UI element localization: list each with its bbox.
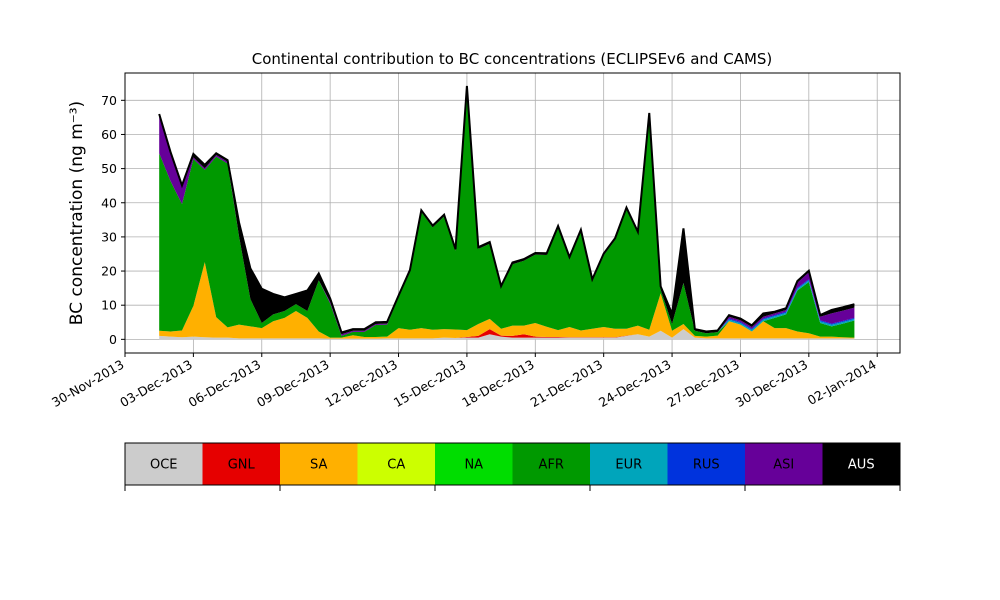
x-tick-label: 24-Dec-2013 [596,357,674,410]
legend-label-ca: CA [387,458,405,473]
legend-swatch-aus [822,443,900,485]
legend-label-eur: EUR [615,458,642,473]
chart-title: Continental contribution to BC concentra… [252,50,773,68]
legend-label-rus: RUS [693,458,720,473]
area-sa [159,262,855,339]
legend-label-afr: AFR [539,458,564,473]
area-gnl [159,329,855,339]
area-afr [159,87,855,338]
x-tick-label: 30-Dec-2013 [733,357,811,410]
legend-label-sa: SA [310,458,327,473]
y-axis-label: BC concentration (ng m⁻³) [67,101,87,325]
legend-swatch-eur [590,443,668,485]
y-tick-label: 40 [101,195,117,210]
legend-swatch-asi [745,443,823,485]
y-axis: 0 10 20 30 40 50 60 70 [101,93,125,347]
y-tick-label: 0 [109,332,117,347]
legend-label-na: NA [464,458,483,473]
legend-frame [124,442,901,486]
x-tick-label: 12-Dec-2013 [322,357,400,410]
legend-label-aus: AUS [848,458,875,473]
x-tick-label: 09-Dec-2013 [254,357,332,410]
legend-swatch-sa [280,443,358,485]
area-oce [159,329,855,340]
x-axis: 30-Nov-201303-Dec-201306-Dec-201309-Dec-… [49,353,879,410]
y-tick-label: 60 [101,127,117,142]
legend-swatch-oce [125,443,203,485]
legend-swatch-na [435,443,513,485]
x-tick-label: 30-Nov-2013 [49,357,126,410]
x-tick-label: 18-Dec-2013 [459,357,537,410]
legend-swatch-gnl [202,443,280,485]
legend-label-gnl: GNL [228,458,256,473]
legend-label-asi: ASI [773,458,794,473]
y-tick-label: 20 [101,264,117,279]
x-tick-label: 02-Jan-2014 [805,357,879,408]
stacked-areas [159,85,855,340]
area-aus [159,85,855,335]
color-legend: OCE GNL SA CA NA AFR EUR RUS ASI AUS [124,442,901,491]
legend-swatch-afr [512,443,590,485]
total-line [158,85,855,334]
plot-frame [124,72,901,354]
legend-swatch-ca [357,443,435,485]
x-tick-label: 06-Dec-2013 [186,357,264,410]
x-tick-label: 27-Dec-2013 [664,357,742,410]
area-asi [159,87,855,336]
y-tick-label: 10 [101,298,117,313]
legend-swatch-rus [667,443,745,485]
legend-label-oce: OCE [150,458,178,473]
y-tick-label: 50 [101,161,117,176]
y-tick-label: 30 [101,229,117,244]
y-tick-label: 70 [101,93,117,108]
x-tick-label: 15-Dec-2013 [391,357,469,410]
x-tick-label: 03-Dec-2013 [117,357,195,410]
x-tick-label: 21-Dec-2013 [528,357,606,410]
